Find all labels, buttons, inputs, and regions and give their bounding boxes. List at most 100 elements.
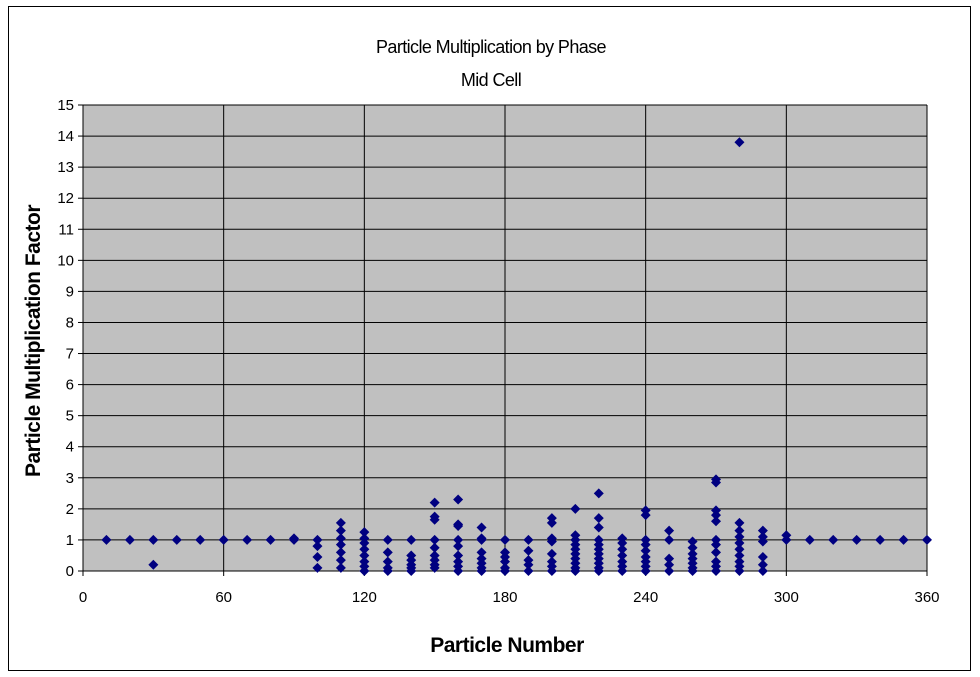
data-point	[523, 534, 534, 545]
data-point	[734, 531, 745, 542]
data-point	[640, 545, 651, 556]
data-point	[523, 555, 534, 566]
data-point	[734, 137, 745, 148]
x-tick-labels: 0 60 120 180 240 300 360	[79, 589, 940, 606]
y-tick-label: 4	[66, 439, 74, 456]
data-point	[476, 547, 487, 558]
data-point	[757, 531, 768, 542]
y-tick-label: 12	[57, 190, 74, 207]
data-point	[711, 505, 721, 516]
data-point	[757, 559, 768, 570]
x-tick-label: 180	[492, 589, 517, 606]
data-point	[382, 534, 393, 545]
data-point	[124, 534, 135, 545]
data-point	[711, 474, 721, 485]
x-tick-label: 360	[914, 589, 939, 606]
y-tick-label: 3	[66, 470, 74, 487]
data-points	[101, 137, 932, 576]
data-point	[664, 534, 675, 545]
x-tick-label: 120	[352, 589, 377, 606]
data-point	[734, 556, 745, 567]
data-point	[898, 534, 909, 545]
data-point	[757, 525, 768, 536]
y-tick-label: 14	[57, 128, 74, 145]
data-point	[640, 534, 651, 545]
data-point	[195, 534, 206, 545]
data-point	[335, 547, 346, 558]
data-point	[453, 550, 464, 561]
data-point	[734, 544, 745, 555]
data-point	[523, 566, 534, 576]
data-point	[242, 534, 253, 545]
data-point	[546, 513, 557, 524]
data-point	[500, 547, 510, 558]
data-point	[453, 556, 464, 567]
data-point	[617, 550, 628, 561]
data-point	[593, 488, 604, 499]
data-point	[429, 497, 440, 508]
data-point	[265, 534, 276, 545]
data-point	[546, 556, 557, 567]
x-tick-label: 0	[79, 589, 87, 606]
data-point	[687, 542, 698, 553]
data-point	[664, 566, 675, 576]
data-point	[476, 522, 487, 533]
data-point	[453, 494, 464, 505]
y-tick-label: 5	[66, 408, 74, 425]
data-point	[312, 541, 323, 552]
data-point	[148, 534, 159, 545]
data-point	[711, 556, 721, 567]
data-point	[640, 552, 651, 563]
data-point	[687, 536, 698, 547]
data-point	[570, 503, 581, 514]
data-point	[734, 538, 745, 549]
data-point	[335, 539, 346, 550]
data-point	[593, 534, 604, 545]
data-point	[476, 533, 487, 544]
data-point	[171, 534, 182, 545]
data-point	[429, 542, 440, 553]
y-tick-label: 9	[66, 283, 74, 300]
data-point	[781, 530, 792, 541]
data-point	[711, 547, 721, 558]
data-point	[734, 517, 745, 528]
data-point	[335, 517, 346, 528]
data-point	[335, 555, 346, 566]
data-point	[617, 544, 628, 555]
data-point	[335, 562, 346, 573]
data-point	[664, 525, 675, 536]
data-point	[922, 534, 932, 545]
y-tick-label: 8	[66, 314, 74, 331]
data-point	[757, 566, 768, 576]
data-point	[429, 534, 440, 545]
data-point	[359, 550, 370, 561]
data-point	[359, 556, 370, 567]
data-point	[148, 559, 159, 570]
data-point	[476, 553, 487, 564]
y-tick-label: 1	[66, 532, 74, 549]
data-point	[359, 544, 370, 555]
data-point	[312, 534, 323, 545]
data-point	[593, 513, 604, 524]
data-point	[382, 547, 393, 558]
data-point	[546, 533, 557, 544]
data-point	[734, 550, 745, 561]
data-point	[711, 516, 721, 527]
data-point	[546, 548, 557, 559]
data-point	[406, 534, 417, 545]
data-point	[453, 519, 464, 530]
chart-subtitle: Mid Cell	[461, 70, 521, 90]
x-tick-label: 300	[774, 589, 799, 606]
data-point	[335, 525, 346, 536]
data-point	[617, 533, 628, 544]
chart-title: Particle Multiplication by Phase	[376, 37, 607, 57]
data-point	[382, 562, 393, 573]
y-tick-label: 2	[66, 501, 74, 518]
data-point	[312, 562, 323, 573]
data-point	[593, 522, 604, 533]
y-tick-label: 0	[66, 563, 74, 580]
data-point	[757, 552, 768, 563]
x-axis-label: Particle Number	[430, 634, 584, 657]
data-point	[664, 559, 675, 570]
data-point	[453, 534, 464, 545]
